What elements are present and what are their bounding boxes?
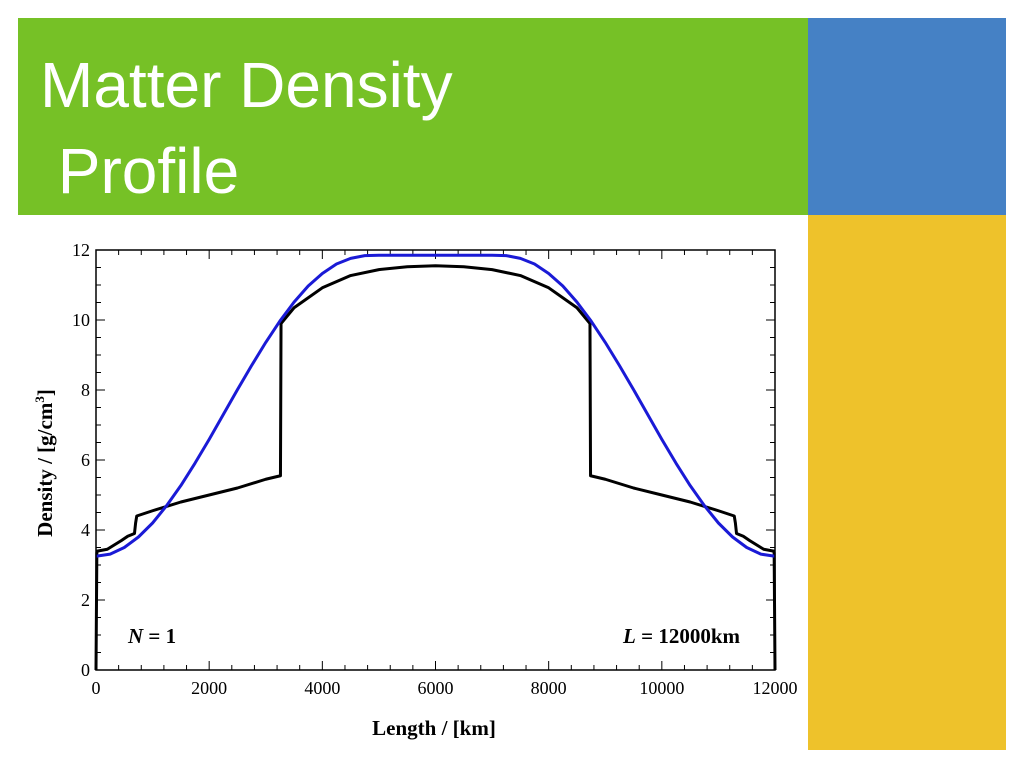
blue-accent-block	[808, 18, 1006, 215]
tick-labels: 0 2000 4000 6000 8000 10000 12000 0 2 4 6 8 10 12	[72, 240, 798, 698]
y-tick-label: 12	[72, 240, 90, 260]
y-tick-label: 0	[81, 660, 90, 680]
y-tick-label: 6	[81, 450, 90, 470]
y-tick-label: 4	[81, 520, 90, 540]
series-line-blue	[95, 253, 776, 558]
x-tick-label: 6000	[418, 678, 454, 698]
title-band: Matter Density Profile	[18, 18, 808, 215]
x-tick-label: 10000	[639, 678, 684, 698]
density-chart: 0 2000 4000 6000 8000 10000 12000 0 2 4 6 8 10 12 N =…	[32, 240, 798, 740]
y-tick-label: 8	[81, 380, 90, 400]
gold-accent-block	[808, 215, 1006, 750]
x-tick-label: 2000	[191, 678, 227, 698]
y-tick-label: 2	[81, 590, 90, 610]
x-axis-label: Length / [km]	[372, 716, 496, 740]
x-tick-label: 0	[92, 678, 101, 698]
x-tick-label: 8000	[531, 678, 567, 698]
series-line-black	[94, 264, 777, 671]
y-axis-label: Density / [g/cm3]	[32, 389, 57, 537]
slide-title: Matter Density Profile	[40, 49, 453, 207]
plot-frame	[95, 249, 776, 671]
x-tick-label: 4000	[304, 678, 340, 698]
series-lines	[94, 253, 777, 671]
x-tick-label: 12000	[753, 678, 798, 698]
annotation-n: N = 1	[127, 624, 176, 648]
annotation-l: L = 12000km	[622, 624, 740, 648]
y-tick-label: 10	[72, 310, 90, 330]
